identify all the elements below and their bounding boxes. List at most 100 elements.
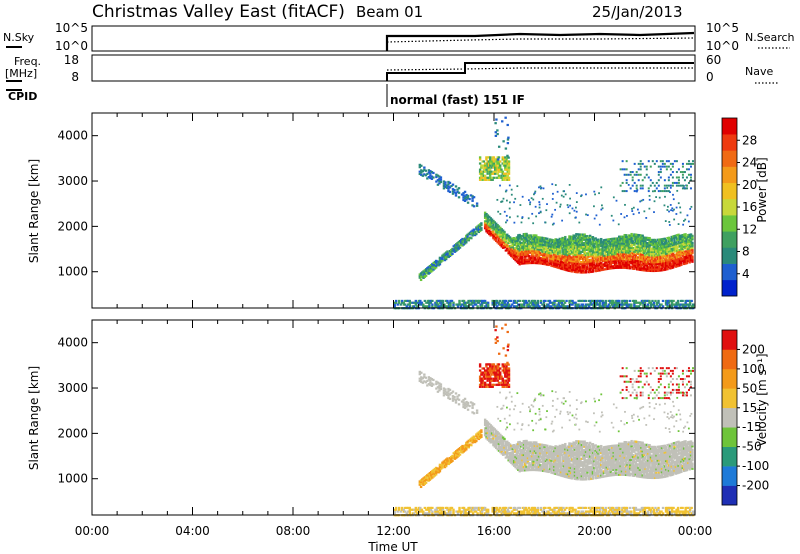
- power-cell: [638, 268, 642, 271]
- power-cell: [421, 170, 425, 173]
- power-cell: [437, 305, 440, 308]
- power-cell: [485, 156, 488, 159]
- power-cell: [655, 252, 658, 255]
- power-cell: [608, 255, 611, 258]
- power-cell: [575, 245, 578, 248]
- power-cell: [562, 299, 565, 303]
- power-cell: [488, 215, 491, 218]
- power-cell: [491, 156, 494, 159]
- velocity-cell: [575, 455, 578, 458]
- power-cell: [616, 259, 620, 262]
- power-cell: [586, 260, 589, 264]
- power-cell: [672, 193, 674, 196]
- power-cell: [594, 247, 597, 250]
- velocity-cell: [518, 459, 521, 463]
- power-cell: [624, 263, 628, 266]
- power-cell: [438, 263, 442, 266]
- velocity-cell: [525, 458, 528, 461]
- velocity-cell: [571, 442, 574, 446]
- power-cell: [619, 251, 622, 254]
- power-cell: [580, 269, 584, 272]
- power-cell: [482, 299, 485, 303]
- power-cell: [424, 174, 428, 177]
- power-cell: [635, 256, 639, 259]
- power-cell: [438, 175, 441, 178]
- velocity-cell: [500, 445, 503, 448]
- power-cell: [582, 271, 585, 274]
- velocity-cell: [499, 450, 502, 454]
- velocity-cell: [584, 467, 588, 471]
- power-cell: [666, 259, 669, 262]
- velocity-cell: [500, 448, 503, 452]
- power-cell: [666, 249, 669, 252]
- power-cell: [623, 239, 626, 242]
- power-cell: [502, 174, 506, 177]
- power-cell: [497, 168, 501, 171]
- power-cell: [540, 241, 544, 245]
- power-cell: [658, 240, 661, 243]
- velocity-cell: [490, 428, 494, 432]
- power-cell: [587, 245, 590, 248]
- power-cell: [533, 248, 537, 251]
- power-cell: [630, 258, 633, 261]
- power-cell: [553, 255, 556, 258]
- power-cell: [663, 263, 666, 266]
- power-cell: [411, 305, 414, 308]
- power-cell: [486, 172, 489, 175]
- power-cell: [557, 305, 561, 308]
- velocity-cell: [521, 453, 524, 457]
- power-cell: [462, 238, 465, 241]
- power-cell: [496, 299, 499, 303]
- power-cell: [544, 240, 548, 244]
- power-cell: [499, 168, 502, 171]
- power-cell: [670, 265, 673, 268]
- power-cell: [647, 262, 650, 265]
- velocity-cell: [540, 445, 544, 448]
- power-cell: [573, 253, 577, 256]
- power-cell: [508, 248, 512, 251]
- power-cell: [537, 257, 541, 260]
- power-cell: [609, 305, 612, 308]
- power-cell: [506, 176, 509, 179]
- velocity-cell: [519, 448, 523, 452]
- velocity-cell: [564, 442, 567, 446]
- power-cell: [619, 249, 622, 252]
- velocity-cell: [518, 464, 521, 468]
- velocity-cell: [558, 444, 561, 447]
- power-cell: [645, 257, 649, 260]
- velocity-cell: [573, 453, 577, 456]
- power-cell: [598, 264, 602, 267]
- power-cell: [685, 258, 689, 261]
- power-cell: [564, 193, 567, 196]
- velocity-cell: [566, 464, 570, 467]
- velocity-cell: [539, 467, 542, 470]
- velocity-cell: [508, 443, 512, 446]
- power-cell: [640, 249, 643, 253]
- velocity-cell: [576, 440, 579, 443]
- power-cell: [554, 305, 558, 308]
- power-cell: [466, 197, 470, 200]
- cpid-label: CPID: [8, 90, 37, 103]
- power-cell: [524, 250, 527, 253]
- power-cell: [657, 171, 660, 174]
- power-cell: [622, 249, 625, 252]
- velocity-cell: [533, 458, 537, 461]
- power-cell: [473, 232, 477, 235]
- power-cell: [605, 242, 608, 245]
- power-cell: [569, 204, 571, 207]
- velocity-cell: [525, 444, 528, 448]
- velocity-cell: [496, 432, 499, 435]
- power-cell: [660, 243, 664, 246]
- power-cell: [548, 252, 552, 255]
- power-cell: [500, 243, 503, 246]
- power-cell: [471, 199, 474, 202]
- velocity-cell: [537, 462, 541, 465]
- power-cell: [454, 185, 458, 188]
- power-cell: [535, 303, 538, 306]
- power-cell: [505, 168, 508, 171]
- power-cell: [637, 168, 640, 171]
- power-cell: [629, 234, 632, 237]
- velocity-cell: [526, 441, 530, 444]
- power-cell: [500, 238, 503, 241]
- power-cell: [485, 162, 488, 165]
